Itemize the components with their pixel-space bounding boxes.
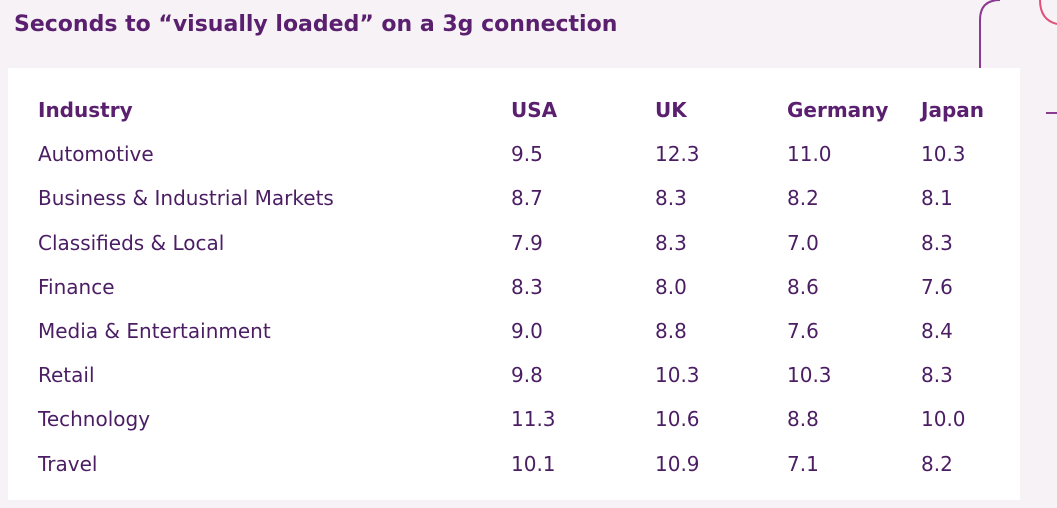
table-cell: 8.4 <box>921 319 953 343</box>
table: Industry USA UK Germany Japan Automotive 9.5 12… <box>8 68 1020 500</box>
table-cell: 8.3 <box>921 230 953 255</box>
table-cell: 11.0 <box>787 142 832 167</box>
table-cell: 7.0 <box>787 230 819 255</box>
row-label: Automotive <box>38 142 154 167</box>
row-label: Classifieds & Local <box>38 230 225 255</box>
table-cell: 10.1 <box>511 451 556 476</box>
table-cell: 10.9 <box>655 451 700 476</box>
decor-curve <box>1039 0 1057 25</box>
table-cell: 8.3 <box>921 363 953 388</box>
column-header: Germany <box>787 98 889 122</box>
table-cell: 8.1 <box>921 186 953 211</box>
table-cell: 10.3 <box>921 142 966 167</box>
table-cell: 7.6 <box>787 319 819 343</box>
table-cell: 8.2 <box>787 186 819 211</box>
table-cell: 8.2 <box>921 451 953 476</box>
table-cell: 9.5 <box>511 142 543 167</box>
table-cell: 10.6 <box>655 407 700 432</box>
table-cell: 11.3 <box>511 407 556 432</box>
table-cell: 9.0 <box>511 319 543 343</box>
row-label: Finance <box>38 274 115 299</box>
row-label: Travel <box>38 451 98 476</box>
table-cell: 8.7 <box>511 186 543 211</box>
table-cell: 8.6 <box>787 274 819 299</box>
row-label: Media & Entertainment <box>38 319 271 343</box>
column-header: Japan <box>921 98 984 122</box>
column-header: UK <box>655 98 687 122</box>
table-cell: 10.3 <box>655 363 700 388</box>
row-label: Technology <box>38 407 151 432</box>
table-cell: 10.3 <box>787 363 832 388</box>
column-header: USA <box>511 98 558 122</box>
table-cell: 7.9 <box>511 230 543 255</box>
table-cell: 8.3 <box>655 186 687 211</box>
decor-line <box>979 0 1001 70</box>
column-header: Industry <box>38 98 133 122</box>
table-cell: 8.0 <box>655 274 687 299</box>
table-cell: 10.0 <box>921 407 966 432</box>
row-label: Retail <box>38 363 95 388</box>
table-cell: 7.1 <box>787 451 819 476</box>
table-cell: 8.8 <box>655 319 687 343</box>
table-cell: 7.6 <box>921 274 953 299</box>
table-cell: 8.8 <box>787 407 819 432</box>
table-cell: 8.3 <box>511 274 543 299</box>
table-cell: 8.3 <box>655 230 687 255</box>
table-cell: 9.8 <box>511 363 543 388</box>
table-cell: 12.3 <box>655 142 700 167</box>
title: Seconds to “visually loaded” on a 3g con… <box>14 12 618 37</box>
row-label: Business & Industrial Markets <box>38 186 334 211</box>
